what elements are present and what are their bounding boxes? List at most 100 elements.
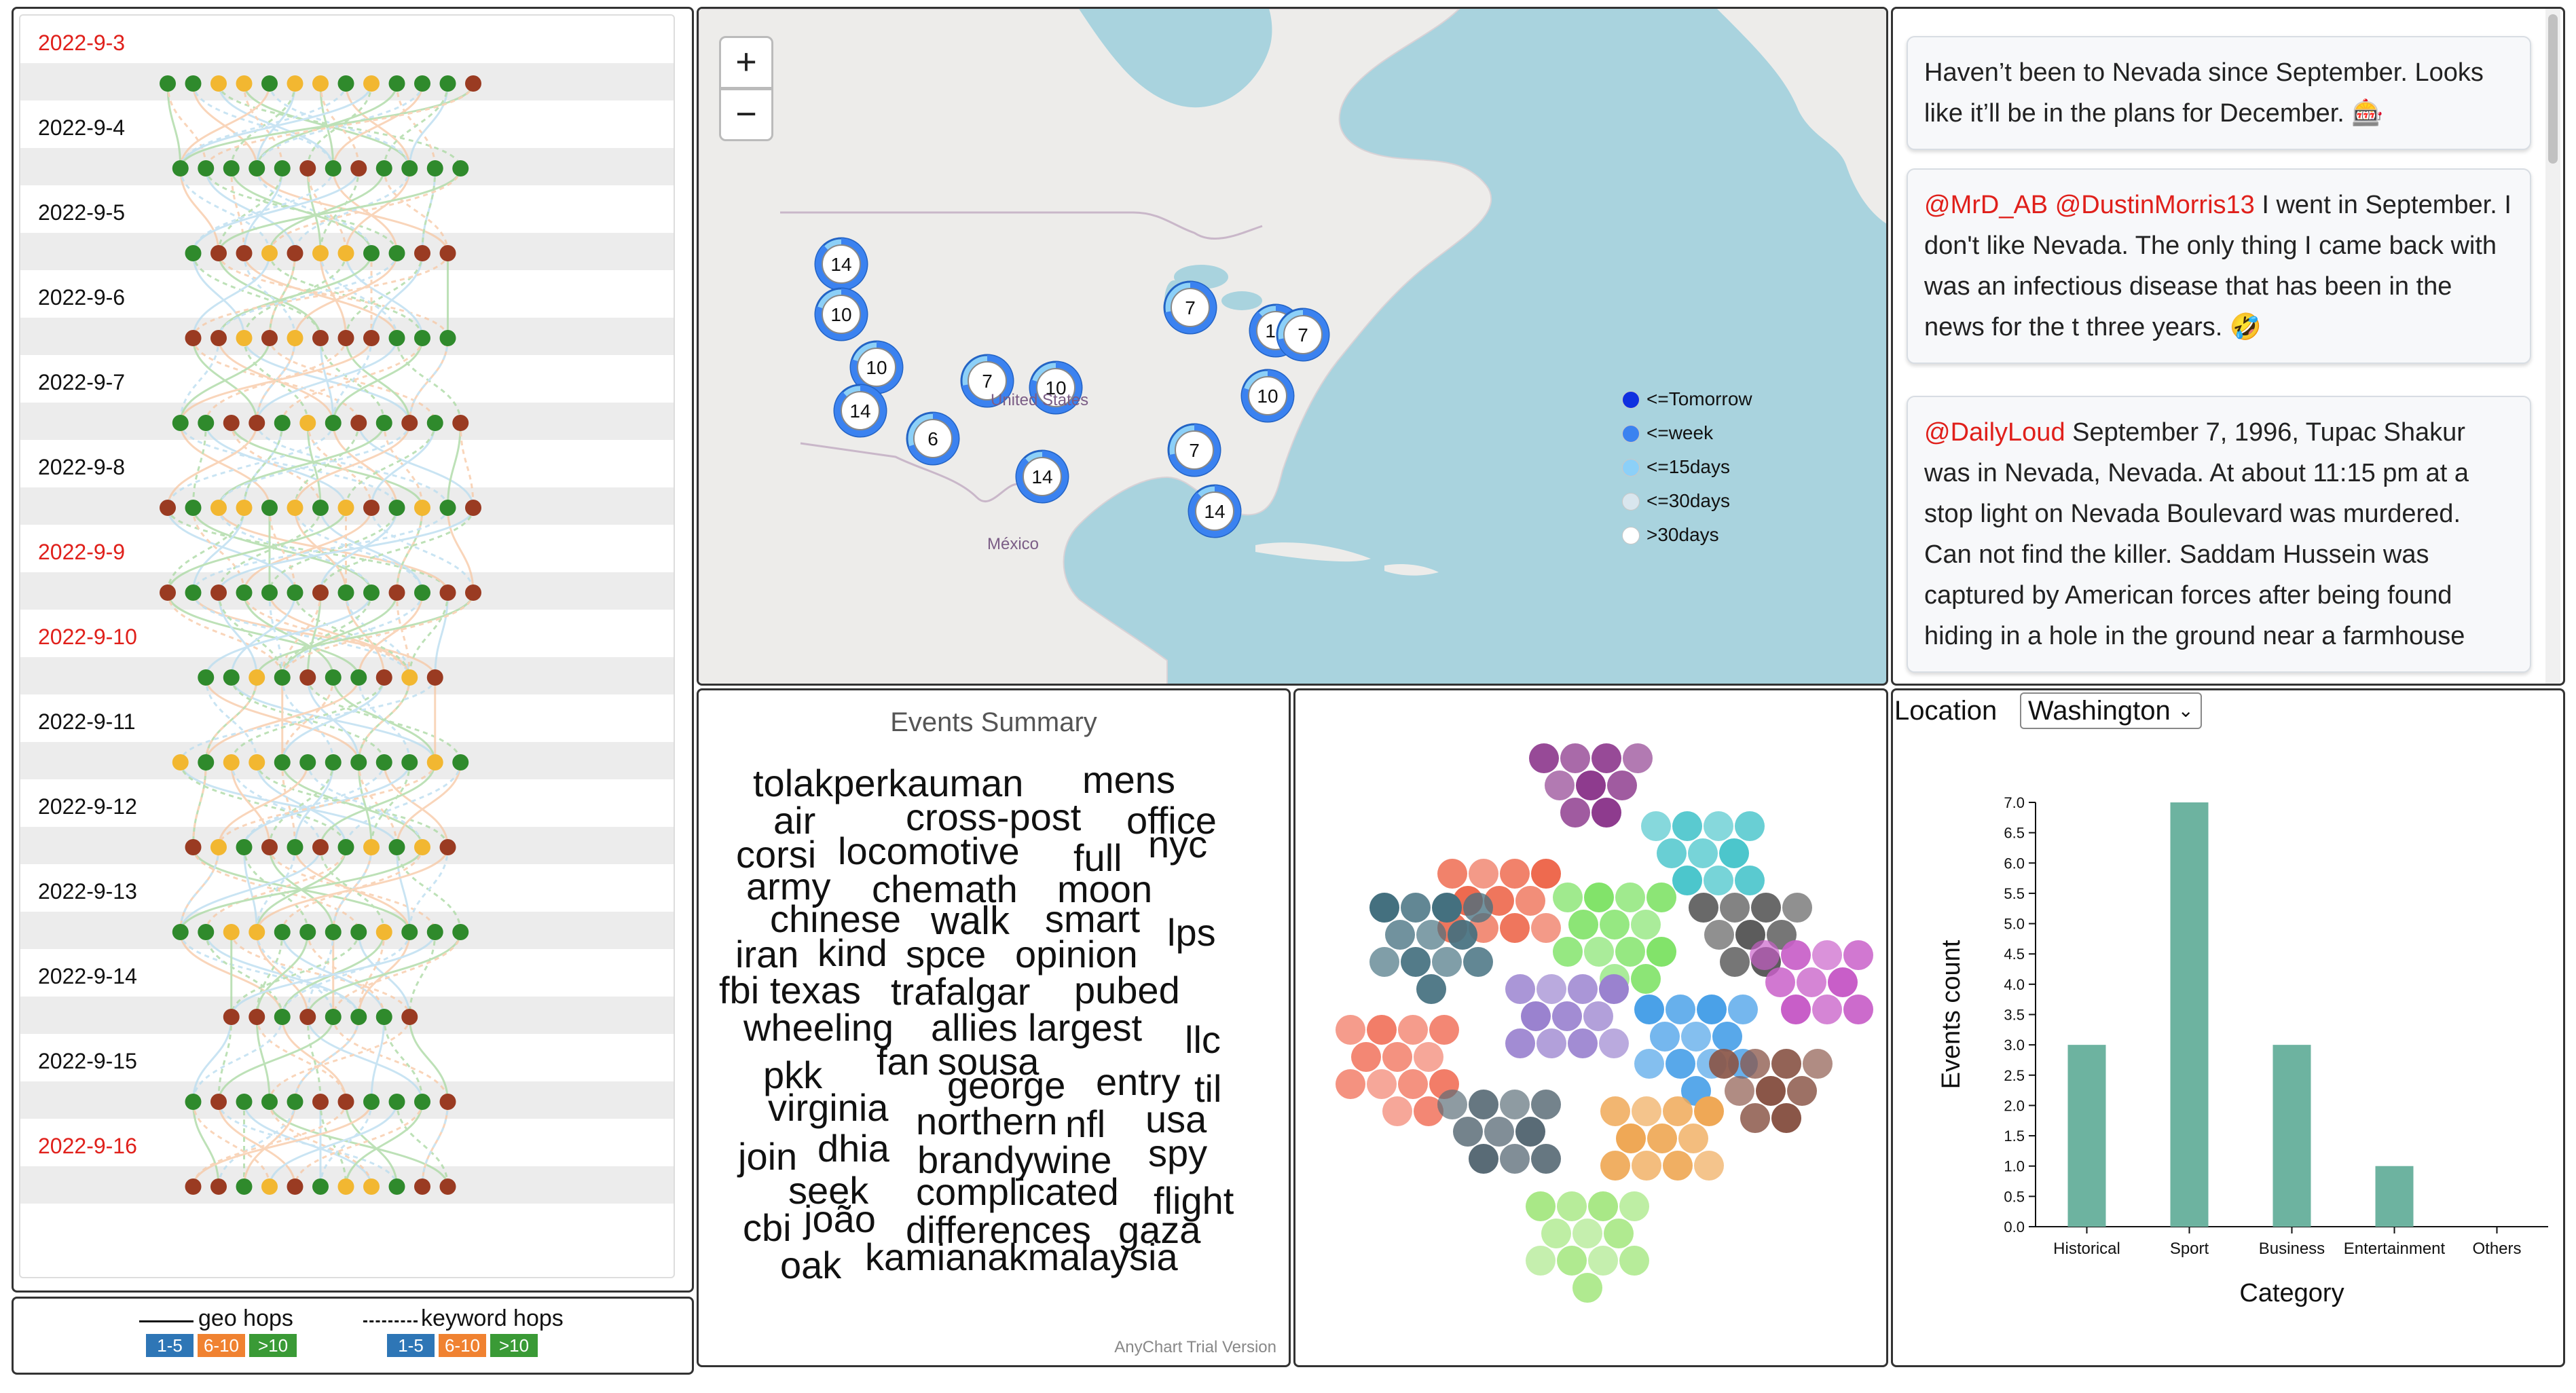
scrollbar-thumb[interactable] <box>2548 14 2558 164</box>
timeline-event-dot[interactable] <box>414 1178 430 1195</box>
event-bubble[interactable] <box>1531 1090 1561 1119</box>
event-bubble[interactable] <box>1657 838 1687 868</box>
event-cluster-marker[interactable]: 14 <box>1188 484 1242 538</box>
timeline-event-dot[interactable] <box>350 1009 367 1025</box>
event-cluster-marker[interactable]: 10 <box>1029 360 1083 415</box>
timeline-event-dot[interactable] <box>350 754 367 770</box>
event-bubble[interactable] <box>1751 893 1781 923</box>
timeline-event-dot[interactable] <box>401 754 418 770</box>
timeline-event-dot[interactable] <box>465 75 481 92</box>
timeline-event-dot[interactable] <box>439 584 456 601</box>
timeline-event-dot[interactable] <box>299 415 316 431</box>
timeline-event-dot[interactable] <box>363 1094 380 1110</box>
timeline-event-dot[interactable] <box>185 330 202 346</box>
timeline-event-dot[interactable] <box>236 839 253 855</box>
event-bubble[interactable] <box>1398 1015 1428 1045</box>
event-bubble[interactable] <box>1429 1015 1459 1045</box>
timeline-event-dot[interactable] <box>363 500 380 516</box>
event-bubble[interactable] <box>1463 947 1493 977</box>
word-cloud-word[interactable]: seek <box>788 1169 869 1212</box>
event-bubble[interactable] <box>1646 883 1676 912</box>
timeline-event-dot[interactable] <box>223 415 240 431</box>
event-bubble[interactable] <box>1500 859 1530 889</box>
timeline-event-dot[interactable] <box>439 1094 456 1110</box>
event-bubble[interactable] <box>1709 1049 1739 1079</box>
timeline-event-dot[interactable] <box>172 415 189 431</box>
event-bubble[interactable] <box>1740 1049 1770 1079</box>
word-cloud-word[interactable]: chemath <box>872 868 1018 911</box>
timeline-row[interactable]: 2022-9-14 <box>20 949 674 1034</box>
timeline-event-dot[interactable] <box>210 75 227 92</box>
event-bubble[interactable] <box>1725 1076 1754 1106</box>
timeline-event-dot[interactable] <box>337 75 354 92</box>
event-bubble[interactable] <box>1398 1069 1428 1099</box>
timeline-event-dot[interactable] <box>274 924 291 940</box>
timeline-event-dot[interactable] <box>401 669 418 686</box>
word-cloud-word[interactable]: cross-post <box>906 796 1082 839</box>
timeline-list[interactable]: 2022-9-3 2022-9-4 2022-9-5 2022-9-6 2022-9-7… <box>19 14 675 1278</box>
word-cloud-word[interactable]: northern <box>916 1100 1058 1143</box>
event-cluster-marker[interactable]: 6 <box>906 411 960 466</box>
event-bubble[interactable] <box>1607 770 1637 800</box>
timeline-event-dot[interactable] <box>337 839 354 855</box>
timeline-event-dot[interactable] <box>337 584 354 601</box>
event-bubble[interactable] <box>1619 1191 1649 1221</box>
bubble-cluster[interactable] <box>1529 743 1653 828</box>
event-bubble[interactable] <box>1531 913 1561 943</box>
word-cloud-word[interactable]: pubed <box>1074 969 1180 1012</box>
event-bubble[interactable] <box>1787 1076 1817 1106</box>
event-bubble[interactable] <box>1615 883 1645 912</box>
event-bubble[interactable] <box>1568 910 1598 940</box>
timeline-event-dot[interactable] <box>274 160 291 177</box>
event-bubble[interactable] <box>1604 1219 1634 1248</box>
timeline-event-dot[interactable] <box>249 415 265 431</box>
event-bubble[interactable] <box>1666 1049 1695 1079</box>
timeline-event-dot[interactable] <box>261 500 278 516</box>
event-bubble[interactable] <box>1448 920 1477 950</box>
timeline-event-dot[interactable] <box>287 1094 303 1110</box>
event-bubble[interactable] <box>1401 893 1431 923</box>
timeline-event-dot[interactable] <box>274 669 291 686</box>
timeline-event-dot[interactable] <box>261 584 278 601</box>
event-bubble[interactable] <box>1843 940 1873 970</box>
event-bubble[interactable] <box>1526 1246 1556 1276</box>
event-bubble[interactable] <box>1812 995 1842 1024</box>
word-cloud-word[interactable]: cbi <box>743 1206 792 1250</box>
timeline-event-dot[interactable] <box>236 500 253 516</box>
event-bubble[interactable] <box>1351 1042 1381 1072</box>
timeline-event-dot[interactable] <box>287 584 303 601</box>
event-bubble[interactable] <box>1576 770 1606 800</box>
word-cloud-word[interactable]: texas <box>770 969 861 1012</box>
timeline-event-dot[interactable] <box>299 669 316 686</box>
event-cluster-marker[interactable]: 10 <box>814 287 868 341</box>
timeline-event-dot[interactable] <box>249 754 265 770</box>
event-bubble[interactable] <box>1631 910 1661 940</box>
event-bubble[interactable] <box>1369 947 1399 977</box>
event-bubble[interactable] <box>1771 1103 1801 1133</box>
event-bubble[interactable] <box>1756 1076 1786 1106</box>
event-bubble[interactable] <box>1500 913 1530 943</box>
event-cluster-marker[interactable]: 14 <box>814 237 868 291</box>
event-bubble[interactable] <box>1515 1117 1545 1147</box>
timeline-event-dot[interactable] <box>350 669 367 686</box>
timeline-event-dot[interactable] <box>261 839 278 855</box>
word-cloud-word[interactable]: virginia <box>768 1086 889 1130</box>
event-bubble[interactable] <box>1704 811 1733 841</box>
word-cloud-word[interactable]: usa <box>1145 1098 1207 1141</box>
timeline-event-dot[interactable] <box>325 160 342 177</box>
timeline-event-dot[interactable] <box>465 500 481 516</box>
bubble-cluster[interactable] <box>1369 893 1493 1004</box>
event-bubble[interactable] <box>1681 1022 1711 1052</box>
event-bubble[interactable] <box>1453 1117 1483 1147</box>
timeline-event-dot[interactable] <box>185 245 202 261</box>
event-bubble[interactable] <box>1646 937 1676 967</box>
event-bubble[interactable] <box>1557 1191 1587 1221</box>
event-bubble[interactable] <box>1781 940 1811 970</box>
timeline-event-dot[interactable] <box>363 584 380 601</box>
timeline-event-dot[interactable] <box>223 924 240 940</box>
timeline-event-dot[interactable] <box>236 330 253 346</box>
timeline-event-dot[interactable] <box>223 669 240 686</box>
word-cloud-word[interactable]: opinion <box>1015 933 1138 976</box>
timeline-event-dot[interactable] <box>299 754 316 770</box>
timeline-event-dot[interactable] <box>401 160 418 177</box>
